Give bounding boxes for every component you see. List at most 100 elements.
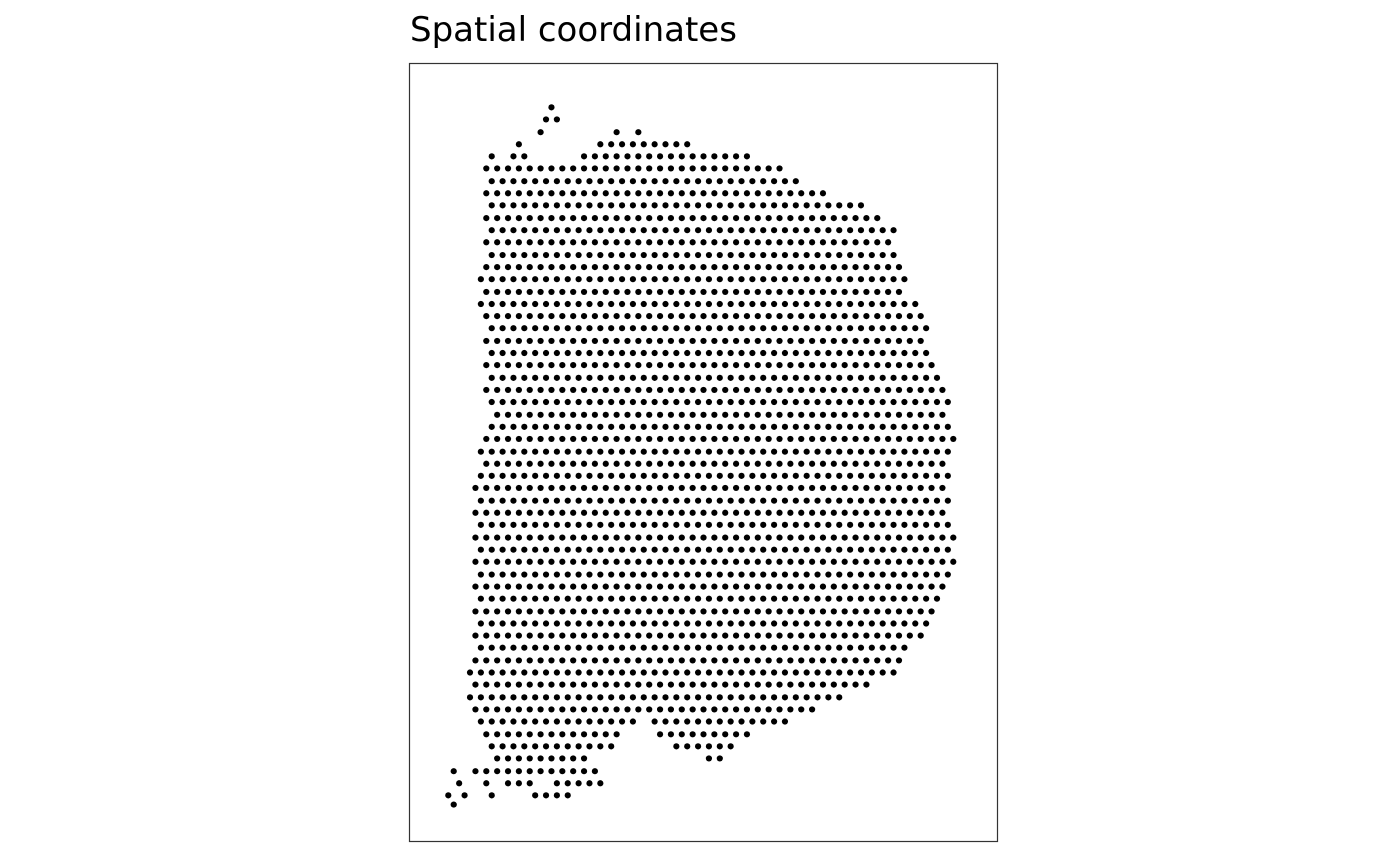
data-point	[781, 398, 789, 406]
data-point	[689, 435, 696, 443]
data-point	[716, 595, 723, 602]
data-point	[923, 374, 930, 381]
data-point	[760, 521, 767, 528]
data-point	[586, 202, 593, 209]
data-point	[483, 386, 490, 394]
data-point	[488, 349, 495, 357]
data-point	[532, 669, 539, 676]
data-point	[472, 608, 479, 615]
data-point	[819, 361, 827, 369]
data-point	[608, 669, 615, 676]
data-point	[933, 374, 941, 381]
data-point	[933, 521, 941, 528]
data-point	[635, 411, 642, 418]
data-point	[667, 460, 675, 467]
data-point	[770, 521, 778, 528]
data-point	[586, 546, 593, 553]
data-point	[597, 595, 604, 602]
data-point	[847, 620, 854, 627]
data-point	[586, 620, 593, 627]
data-point	[651, 398, 658, 406]
data-point	[939, 484, 946, 492]
data-point	[640, 178, 647, 185]
data-point	[646, 288, 653, 296]
data-point	[874, 632, 881, 639]
data-point	[874, 484, 881, 492]
data-point	[488, 423, 495, 430]
data-point	[885, 435, 892, 443]
data-point	[483, 681, 490, 688]
data-point	[586, 718, 593, 725]
data-point	[656, 484, 664, 492]
data-point	[743, 288, 751, 296]
data-point	[912, 546, 919, 553]
data-point	[515, 361, 522, 369]
data-point	[738, 300, 745, 308]
data-point	[830, 583, 837, 590]
data-point	[597, 227, 604, 234]
data-point	[787, 435, 794, 443]
data-point	[640, 497, 647, 504]
data-point	[504, 386, 512, 394]
data-point	[548, 583, 555, 590]
data-point	[526, 313, 533, 320]
data-point	[857, 571, 865, 578]
data-point	[841, 632, 848, 639]
data-point	[809, 558, 816, 565]
data-point	[640, 694, 647, 701]
data-point	[825, 472, 832, 479]
data-point	[537, 484, 544, 492]
data-point	[537, 411, 544, 418]
data-point	[689, 153, 696, 160]
data-point	[499, 718, 506, 725]
data-point	[825, 694, 832, 701]
data-point	[640, 325, 647, 332]
data-point	[613, 190, 620, 197]
data-point	[542, 448, 550, 455]
data-point	[825, 300, 832, 308]
data-point	[879, 325, 886, 332]
data-point	[526, 780, 533, 787]
data-point	[483, 608, 490, 615]
data-point	[673, 141, 680, 148]
data-point	[564, 620, 571, 627]
data-point	[885, 509, 892, 516]
data-point	[841, 681, 848, 688]
data-point	[847, 497, 854, 504]
data-point	[629, 349, 637, 357]
data-point	[667, 583, 675, 590]
data-point	[738, 448, 745, 455]
data-point	[852, 386, 859, 394]
data-point	[836, 571, 843, 578]
data-point	[580, 583, 588, 590]
data-point	[809, 534, 816, 541]
data-point	[553, 202, 560, 209]
data-point	[477, 546, 484, 553]
data-point	[483, 288, 490, 296]
data-point	[564, 669, 571, 676]
data-point	[602, 706, 609, 713]
data-point	[608, 521, 615, 528]
data-point	[765, 264, 772, 271]
data-point	[863, 313, 870, 320]
data-point	[939, 386, 946, 394]
data-point	[901, 472, 908, 479]
data-point	[483, 484, 490, 492]
data-point	[602, 435, 609, 443]
data-point	[678, 460, 685, 467]
data-point	[602, 361, 609, 369]
data-point	[895, 509, 903, 516]
data-point	[570, 608, 577, 615]
data-point	[646, 337, 653, 345]
data-point	[819, 632, 827, 639]
data-point	[923, 595, 930, 602]
data-point	[836, 251, 843, 259]
data-point	[618, 521, 626, 528]
data-point	[928, 435, 935, 443]
data-point	[754, 264, 761, 271]
data-point	[863, 657, 870, 664]
data-point	[553, 325, 560, 332]
data-point	[803, 374, 810, 381]
data-point	[684, 227, 691, 234]
data-point	[662, 251, 669, 259]
